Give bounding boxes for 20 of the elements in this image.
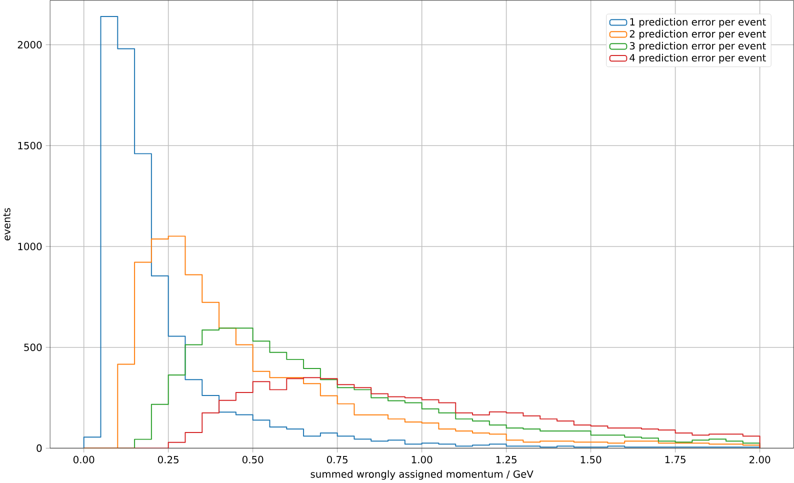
x-tick-label: 1.00 <box>412 456 432 464</box>
legend-label: 3 prediction error per event <box>630 42 766 52</box>
legend-label: 1 prediction error per event <box>630 18 766 28</box>
legend-label: 4 prediction error per event <box>630 54 766 64</box>
legend-label: 2 prediction error per event <box>630 30 766 40</box>
y-tick-label: 1500 <box>18 142 42 150</box>
x-tick-label: 1.50 <box>580 456 602 464</box>
x-tick-label: 0.75 <box>326 456 348 464</box>
y-tick-label: 500 <box>24 344 42 352</box>
y-tick-label: 2000 <box>18 41 42 48</box>
y-tick-label: 1000 <box>18 242 42 250</box>
x-axis-title: summed wrongly assigned momentum / GeV <box>310 470 534 480</box>
x-tick-label: 0.25 <box>158 456 178 464</box>
x-tick-label: 1.75 <box>665 456 686 464</box>
x-tick-label: 0.00 <box>73 456 94 464</box>
y-tick-label: 0 <box>36 444 42 452</box>
x-tick-label: 0.50 <box>242 456 264 464</box>
x-tick-label: 1.25 <box>496 456 516 464</box>
x-tick-label: 2.00 <box>750 456 770 464</box>
y-axis-title: events <box>3 208 10 240</box>
